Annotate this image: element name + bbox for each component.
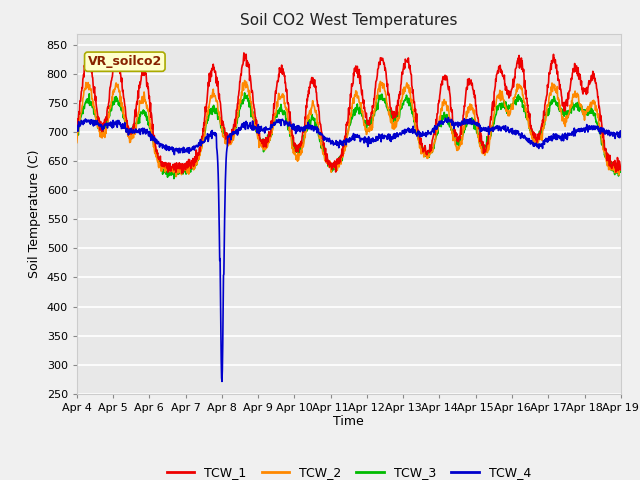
TCW_3 — [255, 140, 263, 146]
TCW_4 — [255, 131, 263, 136]
TCW_2 — [73, 140, 81, 145]
Y-axis label: Soil Temperature (C): Soil Temperature (C) — [28, 149, 41, 278]
TCW_3 — [505, 106, 513, 111]
TCW_2 — [195, 155, 202, 161]
TCW_2 — [617, 167, 625, 172]
TCW_3 — [73, 127, 81, 132]
TCW_3 — [195, 156, 202, 162]
TCW_3 — [241, 90, 248, 96]
Line: TCW_4: TCW_4 — [77, 118, 621, 382]
Line: TCW_2: TCW_2 — [77, 81, 621, 176]
Title: Soil CO2 West Temperatures: Soil CO2 West Temperatures — [240, 13, 458, 28]
TCW_1 — [505, 95, 513, 101]
TCW_1 — [617, 165, 625, 171]
TCW_1 — [255, 130, 263, 136]
TCW_1 — [240, 50, 248, 56]
TCW_4 — [553, 133, 561, 139]
TCW_4 — [180, 149, 188, 155]
X-axis label: Time: Time — [333, 415, 364, 429]
TCW_1 — [73, 120, 81, 125]
TCW_4 — [445, 115, 452, 120]
Legend: TCW_1, TCW_2, TCW_3, TCW_4: TCW_1, TCW_2, TCW_3, TCW_4 — [162, 461, 536, 480]
TCW_3 — [170, 176, 178, 181]
TCW_3 — [553, 100, 561, 106]
TCW_2 — [434, 126, 442, 132]
TCW_4 — [73, 126, 81, 132]
TCW_1 — [553, 71, 561, 77]
TCW_3 — [617, 166, 625, 172]
Text: VR_soilco2: VR_soilco2 — [88, 55, 162, 68]
TCW_1 — [434, 110, 442, 116]
TCW_4 — [617, 131, 625, 137]
TCW_3 — [181, 168, 189, 173]
Line: TCW_1: TCW_1 — [77, 53, 621, 173]
TCW_2 — [255, 139, 263, 145]
TCW_3 — [434, 131, 442, 136]
TCW_4 — [505, 129, 513, 134]
TCW_1 — [195, 150, 202, 156]
TCW_4 — [218, 379, 226, 384]
TCW_1 — [181, 162, 189, 168]
TCW_4 — [194, 143, 202, 149]
TCW_2 — [505, 108, 513, 114]
TCW_1 — [178, 170, 186, 176]
TCW_2 — [181, 165, 189, 171]
TCW_2 — [172, 173, 180, 179]
TCW_2 — [241, 78, 248, 84]
Line: TCW_3: TCW_3 — [77, 93, 621, 179]
TCW_4 — [434, 122, 442, 128]
TCW_2 — [553, 89, 561, 95]
